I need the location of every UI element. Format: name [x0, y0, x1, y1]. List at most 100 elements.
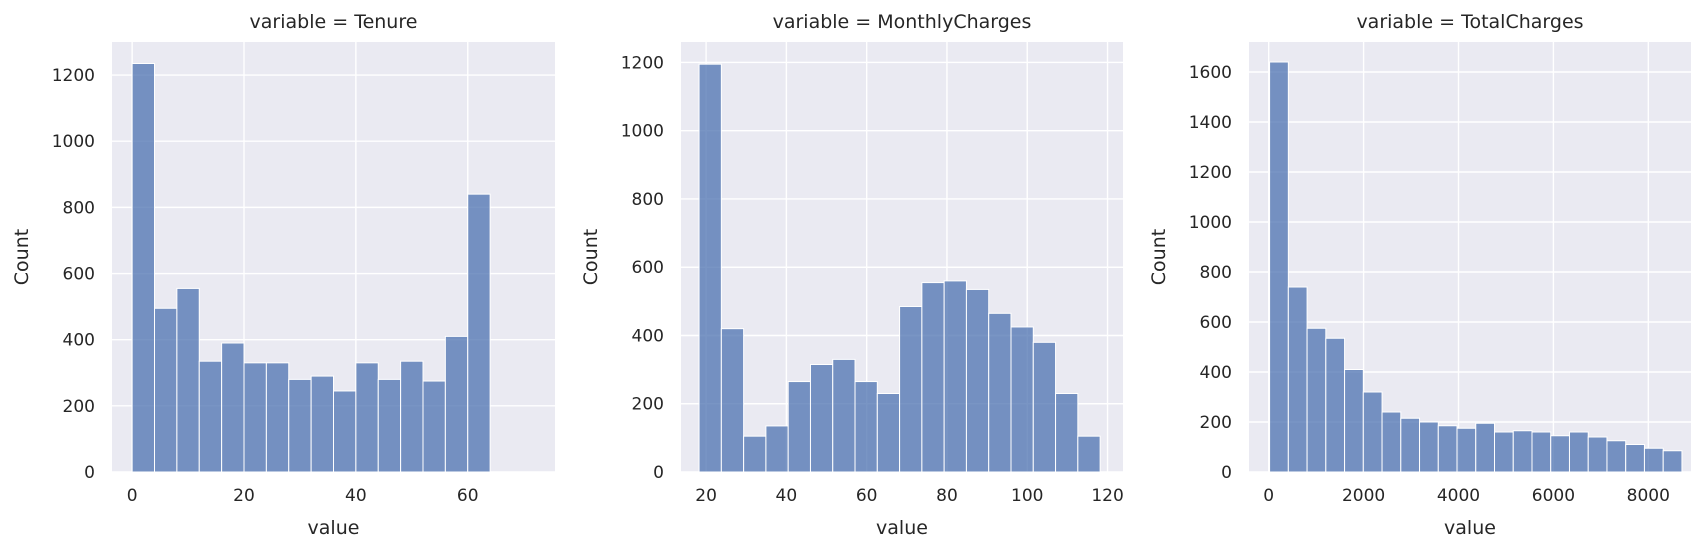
histogram-bar [720, 328, 745, 473]
x-tick-label: 6000 [1532, 486, 1575, 506]
histogram-bar [943, 280, 967, 473]
histogram-bar [854, 381, 878, 473]
histogram-panel-2: 20 40 60 80 100 120020040060080010001200varia… [580, 11, 1124, 539]
y-tick-label: 1600 [1189, 63, 1232, 83]
histogram-bar [787, 381, 811, 473]
histogram-bar [1010, 326, 1034, 473]
y-tick-label: 1000 [621, 122, 664, 142]
histogram-bar [1606, 440, 1627, 473]
histogram-bar [1077, 435, 1101, 473]
y-tick-label: 1000 [1189, 213, 1232, 233]
x-tick-label: 80 [936, 486, 958, 506]
y-tick-label: 800 [632, 190, 664, 210]
y-tick-label: 1200 [1189, 163, 1232, 183]
histogram-bar [1437, 425, 1458, 473]
y-tick-label: 600 [1200, 313, 1232, 333]
y-tick-label: 800 [1200, 263, 1232, 283]
y-tick-label: 600 [63, 265, 95, 285]
histogram-bar [965, 288, 990, 473]
histogram-bar [422, 380, 446, 473]
x-tick-label: 60 [457, 486, 479, 506]
histogram-bar [809, 364, 834, 473]
x-tick-label: 20 [233, 486, 255, 506]
panel-title: variable = MonthlyCharges [773, 11, 1032, 33]
histogram-bar [1550, 435, 1570, 473]
histogram-bar [1625, 444, 1645, 473]
histogram-bar [444, 335, 469, 473]
y-tick-label: 200 [63, 397, 95, 417]
histogram-bar [1419, 421, 1439, 473]
x-tick-label: 40 [345, 486, 367, 506]
y-tick-label: 600 [632, 258, 664, 278]
x-tick-label: 4000 [1437, 486, 1480, 506]
x-tick-label: 0 [1263, 486, 1274, 506]
histogram-bar [1287, 286, 1308, 473]
y-tick-label: 400 [1200, 363, 1232, 383]
x-axis-label: value [1444, 517, 1496, 539]
histogram-bar [1269, 61, 1289, 473]
histogram-bar [1325, 337, 1346, 473]
histogram-bar [1643, 447, 1664, 473]
histogram-bar [377, 378, 402, 473]
histogram-bar [1344, 369, 1364, 473]
histogram-bar [1032, 341, 1057, 473]
y-tick-label: 1200 [621, 53, 664, 73]
histogram-bar [310, 375, 334, 473]
x-tick-label: 0 [127, 486, 138, 506]
histogram-bar [1662, 450, 1683, 473]
y-tick-label: 200 [632, 395, 664, 415]
histogram-bar [198, 360, 223, 473]
histogram-bar [1512, 430, 1533, 473]
histogram-bar [1456, 427, 1477, 473]
histogram-bar [1494, 431, 1514, 473]
y-axis-label: Count [1148, 229, 1170, 285]
histogram-bar [988, 312, 1012, 473]
y-tick-label: 0 [84, 463, 95, 483]
histogram-bar [333, 390, 357, 473]
histogram-bar [1381, 411, 1402, 473]
histogram-bar [288, 378, 312, 473]
histogram-bar [1306, 327, 1327, 473]
y-axis-label: Count [11, 229, 33, 285]
histogram-bar [1362, 391, 1383, 473]
histogram-bar [1055, 393, 1079, 473]
y-tick-label: 1200 [52, 66, 95, 86]
histogram-bar [1475, 422, 1496, 473]
panel-title: variable = Tenure [250, 11, 418, 33]
histogram-bar [265, 362, 290, 473]
y-tick-label: 400 [632, 326, 664, 346]
histogram-bar [131, 63, 156, 473]
panel-title: variable = TotalCharges [1356, 11, 1583, 33]
histogram-bar [876, 393, 901, 473]
x-tick-label: 60 [856, 486, 878, 506]
x-tick-label: 120 [1091, 486, 1123, 506]
x-tick-label: 100 [1011, 486, 1043, 506]
histogram-bar [154, 307, 178, 473]
histogram-bar [698, 63, 722, 473]
y-tick-label: 400 [63, 331, 95, 351]
histogram-bar [221, 342, 245, 473]
x-tick-label: 40 [776, 486, 798, 506]
histogram-bar [1400, 417, 1421, 473]
y-tick-label: 1000 [52, 132, 95, 152]
histogram-bar [400, 360, 424, 473]
x-axis-label: value [876, 517, 928, 539]
histogram-bar [467, 193, 491, 473]
histogram-panel-3: 0 2000 4000 6000 8000 0 200 400 600 800 1000 1200 14… [1148, 11, 1691, 539]
y-tick-label: 0 [1221, 463, 1232, 483]
histogram-bar [1587, 436, 1608, 473]
histogram-bar [176, 287, 200, 473]
histogram-bar [832, 358, 856, 473]
histogram-bar [355, 362, 379, 473]
x-tick-label: 2000 [1342, 486, 1385, 506]
histogram-bar [743, 435, 767, 473]
x-tick-label: 20 [695, 486, 717, 506]
histogram-bar [243, 362, 267, 473]
y-tick-label: 1400 [1189, 113, 1232, 133]
histogram-bar [765, 425, 789, 473]
y-tick-label: 200 [1200, 413, 1232, 433]
y-tick-label: 800 [63, 198, 95, 218]
